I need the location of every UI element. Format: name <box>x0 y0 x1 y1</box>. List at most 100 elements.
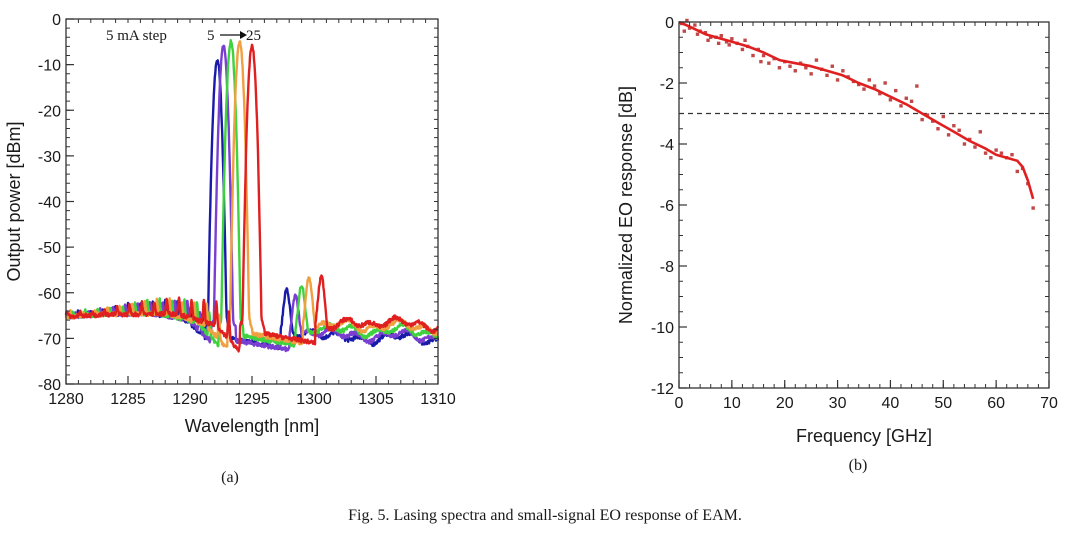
chart-b-data-point <box>888 98 893 102</box>
chart-a-y-tick-label: -50 <box>38 240 61 257</box>
chart-a-y-tick-label: -40 <box>38 195 61 212</box>
chart-a-y-tick-label: -80 <box>38 377 61 394</box>
chart-a-y-tick-label: 0 <box>52 12 61 29</box>
chart-a-x-tick-label: 1300 <box>296 391 332 408</box>
chart-b-fit-curve <box>678 20 1035 200</box>
chart-a-y-tick-label: -20 <box>38 103 61 120</box>
chart-b-data-point <box>994 148 998 152</box>
panel-label-a: (a) <box>221 469 239 486</box>
chart-b-data-point <box>751 53 755 58</box>
chart-b-data-point <box>830 64 834 68</box>
chart-a-y-tick-label: -10 <box>38 58 61 75</box>
chart-b-data-point <box>867 78 871 82</box>
chart-b-data-point <box>1031 206 1035 210</box>
chart-a-x-axis-title: Wavelength [nm] <box>185 416 319 436</box>
chart-b-data-point <box>793 69 797 73</box>
chart-b-data-point <box>899 104 903 108</box>
chart-b-data-point <box>693 23 697 27</box>
chart-b-y-tick-label: 0 <box>665 15 674 32</box>
chart-b-scatter-points <box>679 18 1035 210</box>
chart-a-series-15-ma <box>64 39 440 348</box>
chart-b-data-point <box>716 41 721 46</box>
chart-b-x-tick-label: 30 <box>829 395 847 412</box>
chart-b-data-point <box>857 82 861 87</box>
chart-a-x-tick-label: 1290 <box>172 391 208 408</box>
chart-a-x-tick-label: 1310 <box>420 391 456 408</box>
chart-a-y-tick-label: -30 <box>38 149 61 166</box>
chart-b-data-point <box>973 145 977 149</box>
chart-a-lasing-spectra: 1280 1285 1290 1295 1300 1305 1310 0 -10 -20 -30 -4… <box>4 12 456 486</box>
chart-b-data-point <box>682 29 686 33</box>
chart-b-y-tick-label: -8 <box>660 259 674 276</box>
chart-b-eo-response: 0 10 20 30 40 50 60 70 0 -2 -4 -6 -8 -10 -12 Frequency… <box>616 15 1058 474</box>
chart-b-data-point <box>730 37 734 41</box>
chart-b-data-point <box>814 58 819 62</box>
chart-b-data-point <box>968 137 972 142</box>
chart-b-data-point <box>915 84 919 88</box>
figure-caption: Fig. 5. Lasing spectra and small-signal … <box>348 507 742 524</box>
chart-a-x-tick-label: 1285 <box>110 391 146 408</box>
chart-b-data-point <box>767 61 771 65</box>
chart-b-data-point <box>727 43 731 47</box>
chart-b-data-point <box>695 32 700 36</box>
chart-a-series-group <box>64 39 440 353</box>
chart-a-x-tick-label: 1305 <box>358 391 394 408</box>
chart-b-data-point <box>703 30 708 35</box>
chart-a-series-5-ma <box>64 59 440 351</box>
chart-a-axes: 1280 1285 1290 1295 1300 1305 1310 0 -10 -20 -30 -4… <box>38 12 456 408</box>
chart-b-data-point <box>925 113 930 117</box>
annotation-from-value: 5 <box>207 28 215 44</box>
chart-b-data-point <box>872 84 877 88</box>
chart-b-data-point <box>687 26 692 30</box>
chart-b-data-point <box>724 40 729 44</box>
chart-b-data-point <box>1010 152 1014 157</box>
chart-b-y-tick-label: -12 <box>651 381 674 398</box>
chart-a-x-tick-label: 1280 <box>48 391 84 408</box>
chart-b-data-point <box>878 91 882 96</box>
chart-b-data-point <box>978 130 982 134</box>
chart-b-x-tick-label: 10 <box>723 395 741 412</box>
chart-b-data-point <box>706 38 710 42</box>
chart-b-data-point <box>788 64 792 68</box>
chart-b-data-point <box>809 72 813 76</box>
chart-a-series-10-ma <box>64 44 440 353</box>
chart-b-x-axis-title: Frequency [GHz] <box>796 426 932 446</box>
chart-b-data-point <box>920 117 924 122</box>
chart-b-data-point <box>719 34 723 38</box>
chart-b-x-tick-label: 70 <box>1040 395 1058 412</box>
chart-a-x-tick-label: 1295 <box>234 391 270 408</box>
chart-b-data-point <box>740 47 745 52</box>
chart-b-y-tick-label: -10 <box>651 320 674 337</box>
annotation-to-value: 25 <box>246 28 261 44</box>
chart-b-x-tick-label: 50 <box>934 395 952 412</box>
chart-b-data-point <box>759 59 763 64</box>
chart-b-y-tick-label: -2 <box>660 76 674 93</box>
chart-b-data-point <box>946 133 951 137</box>
chart-b-data-point <box>957 128 961 132</box>
chart-b-x-tick-label: 60 <box>987 395 1005 412</box>
chart-a-series-25-ma <box>64 43 440 353</box>
chart-b-y-axis-title: Normalized EO response [dB] <box>616 86 636 324</box>
chart-b-data-point <box>941 114 945 119</box>
chart-a-y-tick-label: -60 <box>38 286 61 303</box>
chart-b-data-point <box>904 96 908 100</box>
chart-b-data-point <box>909 99 914 103</box>
chart-a-series-20-ma <box>65 40 439 348</box>
chart-b-y-tick-label: -6 <box>660 198 674 215</box>
chart-b-data-point <box>835 78 840 82</box>
chart-b-data-point <box>862 87 866 91</box>
chart-b-data-point <box>825 73 829 78</box>
chart-a-annotation: 5 mA step 5 25 <box>106 28 261 44</box>
chart-b-data-point <box>743 38 747 42</box>
chart-b-plot-frame <box>678 21 1050 389</box>
chart-b-x-tick-label: 40 <box>882 395 900 412</box>
chart-b-data-point <box>962 142 967 146</box>
chart-b-data-point <box>989 156 993 160</box>
chart-b-data-point <box>983 151 988 155</box>
chart-b-data-point <box>761 53 766 58</box>
chart-b-data-point <box>883 81 887 85</box>
chart-b-data-point <box>1015 169 1019 174</box>
chart-b-x-tick-label: 20 <box>776 395 794 412</box>
chart-b-data-point <box>999 151 1004 155</box>
